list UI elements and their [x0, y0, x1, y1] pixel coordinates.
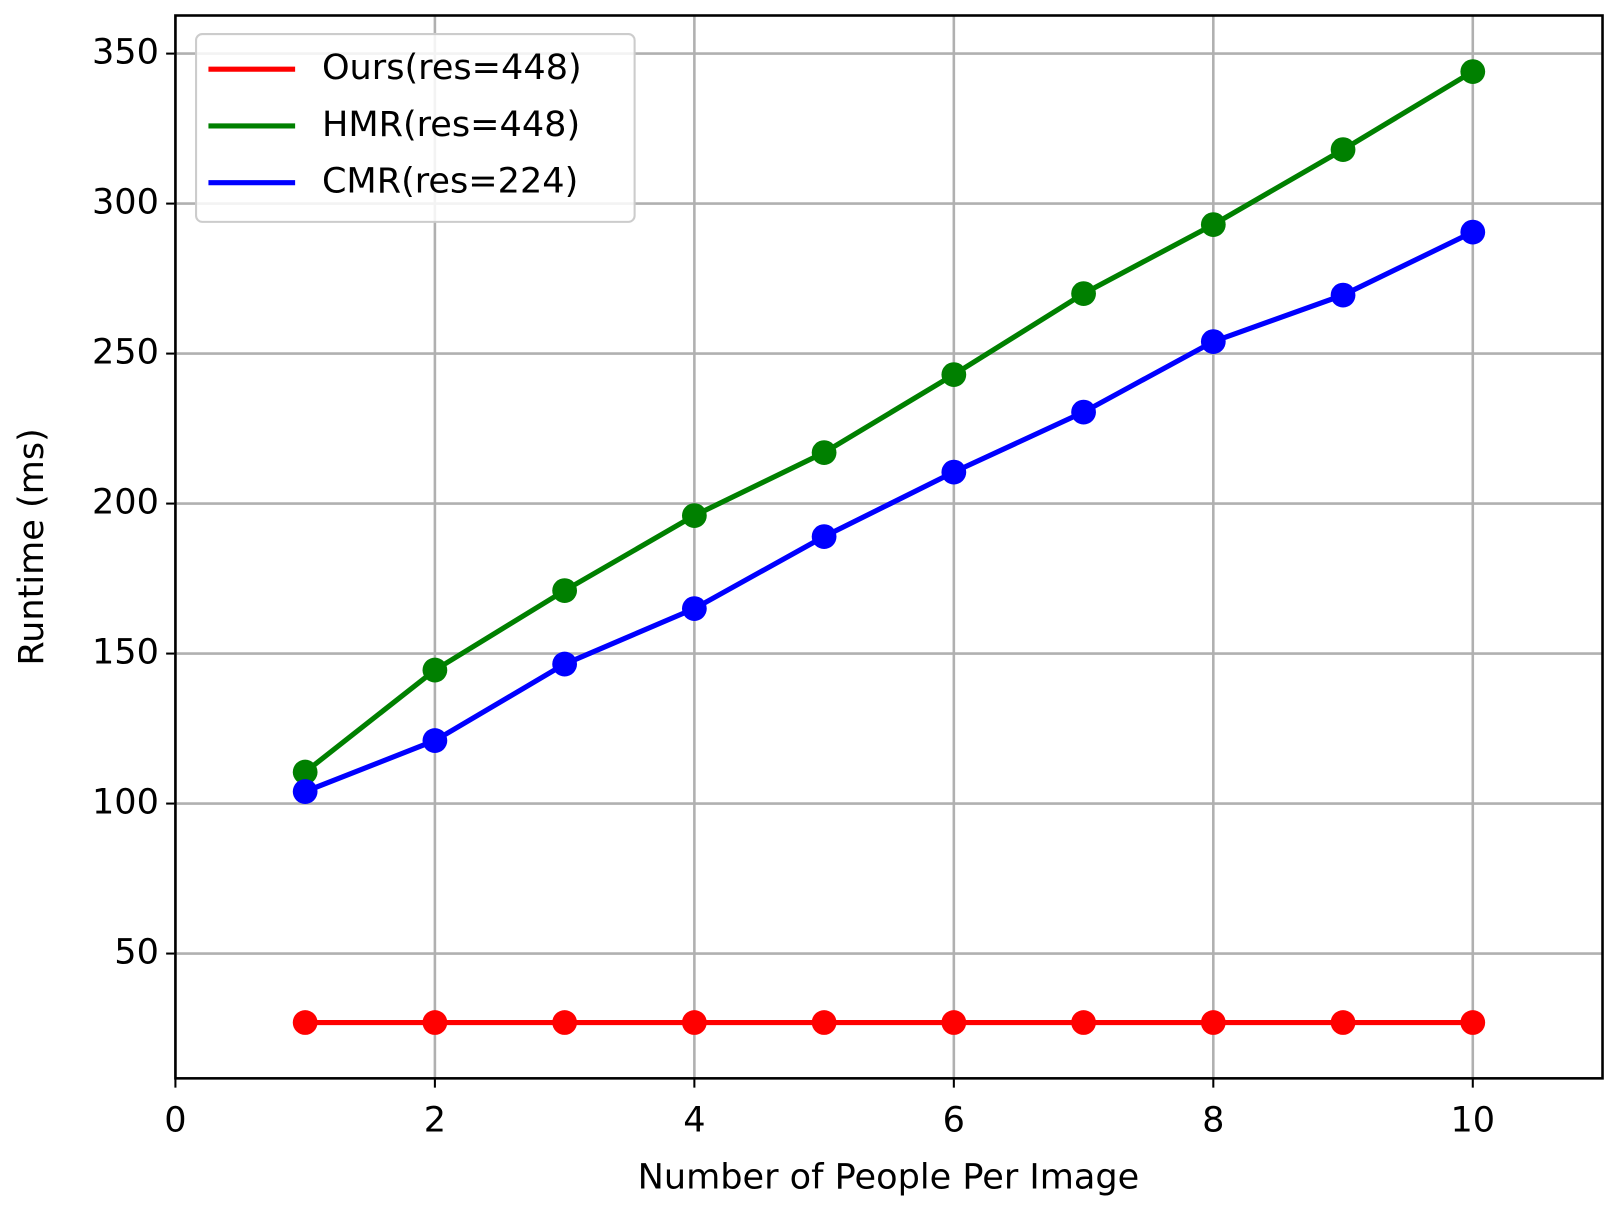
y-tick-label: 350: [92, 32, 159, 73]
data-point: [1071, 1010, 1096, 1035]
data-point: [1200, 329, 1226, 354]
data-point: [1460, 1010, 1486, 1035]
data-point: [681, 596, 707, 621]
plot-frame: [174, 14, 1604, 1080]
y-tick-label: 50: [114, 932, 159, 973]
data-point: [681, 1010, 707, 1035]
data-point: [811, 440, 837, 465]
data-point: [292, 759, 318, 785]
legend-label: HMR(res=448): [322, 104, 580, 145]
y-tick-label: 200: [92, 482, 159, 523]
data-point: [422, 1010, 448, 1035]
series-line: [303, 69, 1475, 775]
data-point: [811, 524, 837, 549]
data-point: [941, 1010, 967, 1035]
data-point: [1200, 212, 1226, 237]
x-tick-label: 4: [683, 1100, 705, 1141]
y-tick-label: 100: [92, 782, 159, 823]
legend-label: Ours(res=448): [322, 47, 582, 88]
data-point: [292, 1010, 318, 1035]
y-tick-label: 150: [92, 632, 159, 673]
y-tick-label: 250: [92, 332, 159, 373]
data-point: [1460, 219, 1486, 245]
y-tick-label: 300: [92, 182, 159, 223]
data-point: [811, 1010, 837, 1035]
data-point: [941, 362, 967, 387]
data-point: [552, 578, 578, 603]
x-tick-label: 2: [424, 1100, 446, 1141]
data-point: [422, 657, 448, 683]
legend: Ours(res=448) HMR(res=448) CMR(res=224): [195, 33, 636, 223]
x-tick-label: 8: [1202, 1100, 1224, 1141]
legend-box: [195, 33, 636, 223]
x-tick-label: 10: [1450, 1100, 1495, 1141]
data-point: [1460, 59, 1486, 84]
data-point: [1330, 282, 1356, 308]
series-line: [304, 229, 1474, 794]
data-point: [1071, 399, 1096, 425]
data-point: [1071, 281, 1096, 306]
data-point: [292, 779, 318, 804]
data-point: [422, 728, 448, 753]
data-point: [1200, 1010, 1226, 1035]
x-tick-label: 0: [164, 1100, 186, 1141]
data-point: [552, 1010, 578, 1035]
data-point: [552, 651, 578, 677]
data-point: [941, 459, 967, 485]
data-point: [1330, 1010, 1356, 1035]
x-axis-label: Number of People Per Image: [638, 1156, 1140, 1197]
data-point: [1330, 137, 1356, 162]
data-point: [681, 503, 707, 528]
legend-label: CMR(res=224): [322, 161, 578, 202]
x-tick-label: 6: [943, 1100, 965, 1141]
y-axis-label: Runtime (ms): [11, 428, 52, 665]
